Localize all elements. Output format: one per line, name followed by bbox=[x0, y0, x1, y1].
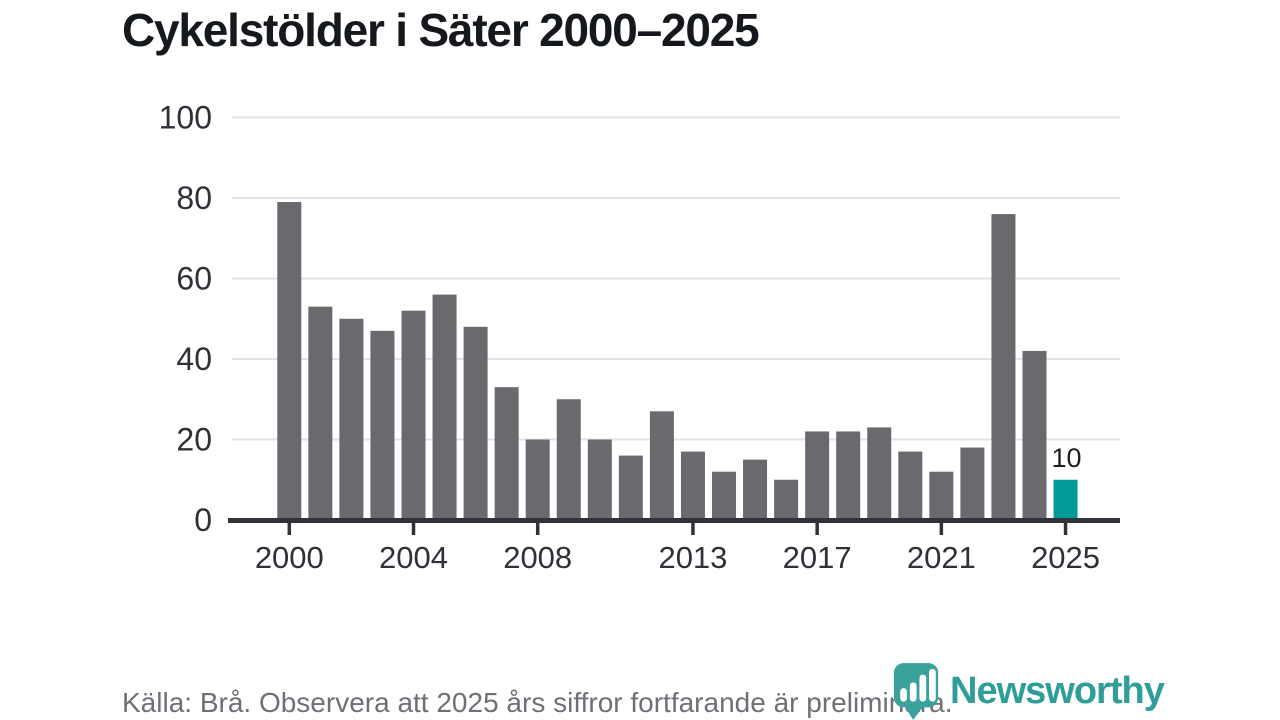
newsworthy-logo: Newsworthy bbox=[893, 662, 1165, 720]
y-axis-tick-label-20: 20 bbox=[176, 422, 212, 458]
bar-2002 bbox=[339, 318, 364, 520]
x-axis-tick-2000 bbox=[287, 523, 292, 535]
highlight-value-label: 10 bbox=[1052, 443, 1082, 473]
bar-2020 bbox=[898, 451, 923, 520]
gridline-80 bbox=[232, 197, 1120, 199]
bar-2014 bbox=[712, 471, 736, 520]
x-axis-tick-2013 bbox=[691, 523, 695, 535]
bar-2005 bbox=[432, 294, 457, 520]
bar-2013 bbox=[680, 451, 705, 520]
bar-chart-bubble-icon bbox=[893, 663, 939, 720]
gridline-20 bbox=[232, 438, 1120, 441]
x-axis-tick-label-2017: 2017 bbox=[783, 540, 852, 575]
y-axis-tick-label-0: 0 bbox=[194, 502, 212, 538]
x-axis-line bbox=[228, 518, 1120, 523]
y-axis-tick-label-80: 80 bbox=[176, 180, 212, 216]
bar-2017 bbox=[805, 431, 830, 520]
bar-2018 bbox=[836, 431, 861, 520]
bar-2019 bbox=[867, 427, 892, 520]
bar-2001 bbox=[308, 306, 333, 520]
bar-2000 bbox=[277, 202, 302, 520]
bar-2006 bbox=[463, 326, 488, 520]
bar-2025 bbox=[1053, 479, 1078, 520]
bar-2010 bbox=[587, 439, 612, 520]
x-axis-tick-label-2013: 2013 bbox=[658, 540, 727, 575]
bar-2011 bbox=[618, 455, 643, 520]
bar-2012 bbox=[649, 411, 674, 520]
bar-2023 bbox=[991, 214, 1016, 520]
bar-2015 bbox=[743, 459, 768, 520]
x-axis-tick-2004 bbox=[411, 523, 416, 535]
gridline-60 bbox=[232, 277, 1120, 280]
x-axis-tick-label-2021: 2021 bbox=[907, 540, 976, 575]
bar-2016 bbox=[774, 479, 799, 520]
bar-2009 bbox=[556, 399, 581, 520]
x-axis-tick-2008 bbox=[535, 523, 540, 535]
gridline-100 bbox=[232, 116, 1120, 119]
x-axis-tick-label-2000: 2000 bbox=[255, 540, 324, 575]
x-axis-tick-label-2025: 2025 bbox=[1031, 540, 1100, 575]
bar-2003 bbox=[370, 330, 395, 520]
y-axis-tick-label-60: 60 bbox=[176, 261, 212, 297]
bar-2007 bbox=[494, 387, 519, 520]
x-axis-tick-2021 bbox=[939, 523, 944, 535]
bar-2024 bbox=[1022, 350, 1047, 520]
newsworthy-wordmark: Newsworthy bbox=[950, 670, 1165, 712]
gridline-40 bbox=[232, 358, 1120, 360]
y-axis-tick-label-40: 40 bbox=[176, 341, 212, 377]
bar-2022 bbox=[960, 447, 985, 520]
source-note: Källa: Brå. Observera att 2025 års siffr… bbox=[122, 687, 953, 718]
bar-2004 bbox=[401, 310, 426, 520]
x-axis-tick-label-2008: 2008 bbox=[503, 540, 572, 575]
bar-2008 bbox=[525, 439, 550, 520]
x-axis-tick-label-2004: 2004 bbox=[379, 540, 448, 575]
x-axis-tick-2025 bbox=[1063, 523, 1068, 535]
x-axis-tick-2017 bbox=[815, 523, 819, 535]
bar-2021 bbox=[929, 471, 954, 520]
chart-title: Cykelstölder i Säter 2000–2025 bbox=[122, 4, 760, 56]
y-axis-tick-label-100: 100 bbox=[159, 100, 212, 136]
